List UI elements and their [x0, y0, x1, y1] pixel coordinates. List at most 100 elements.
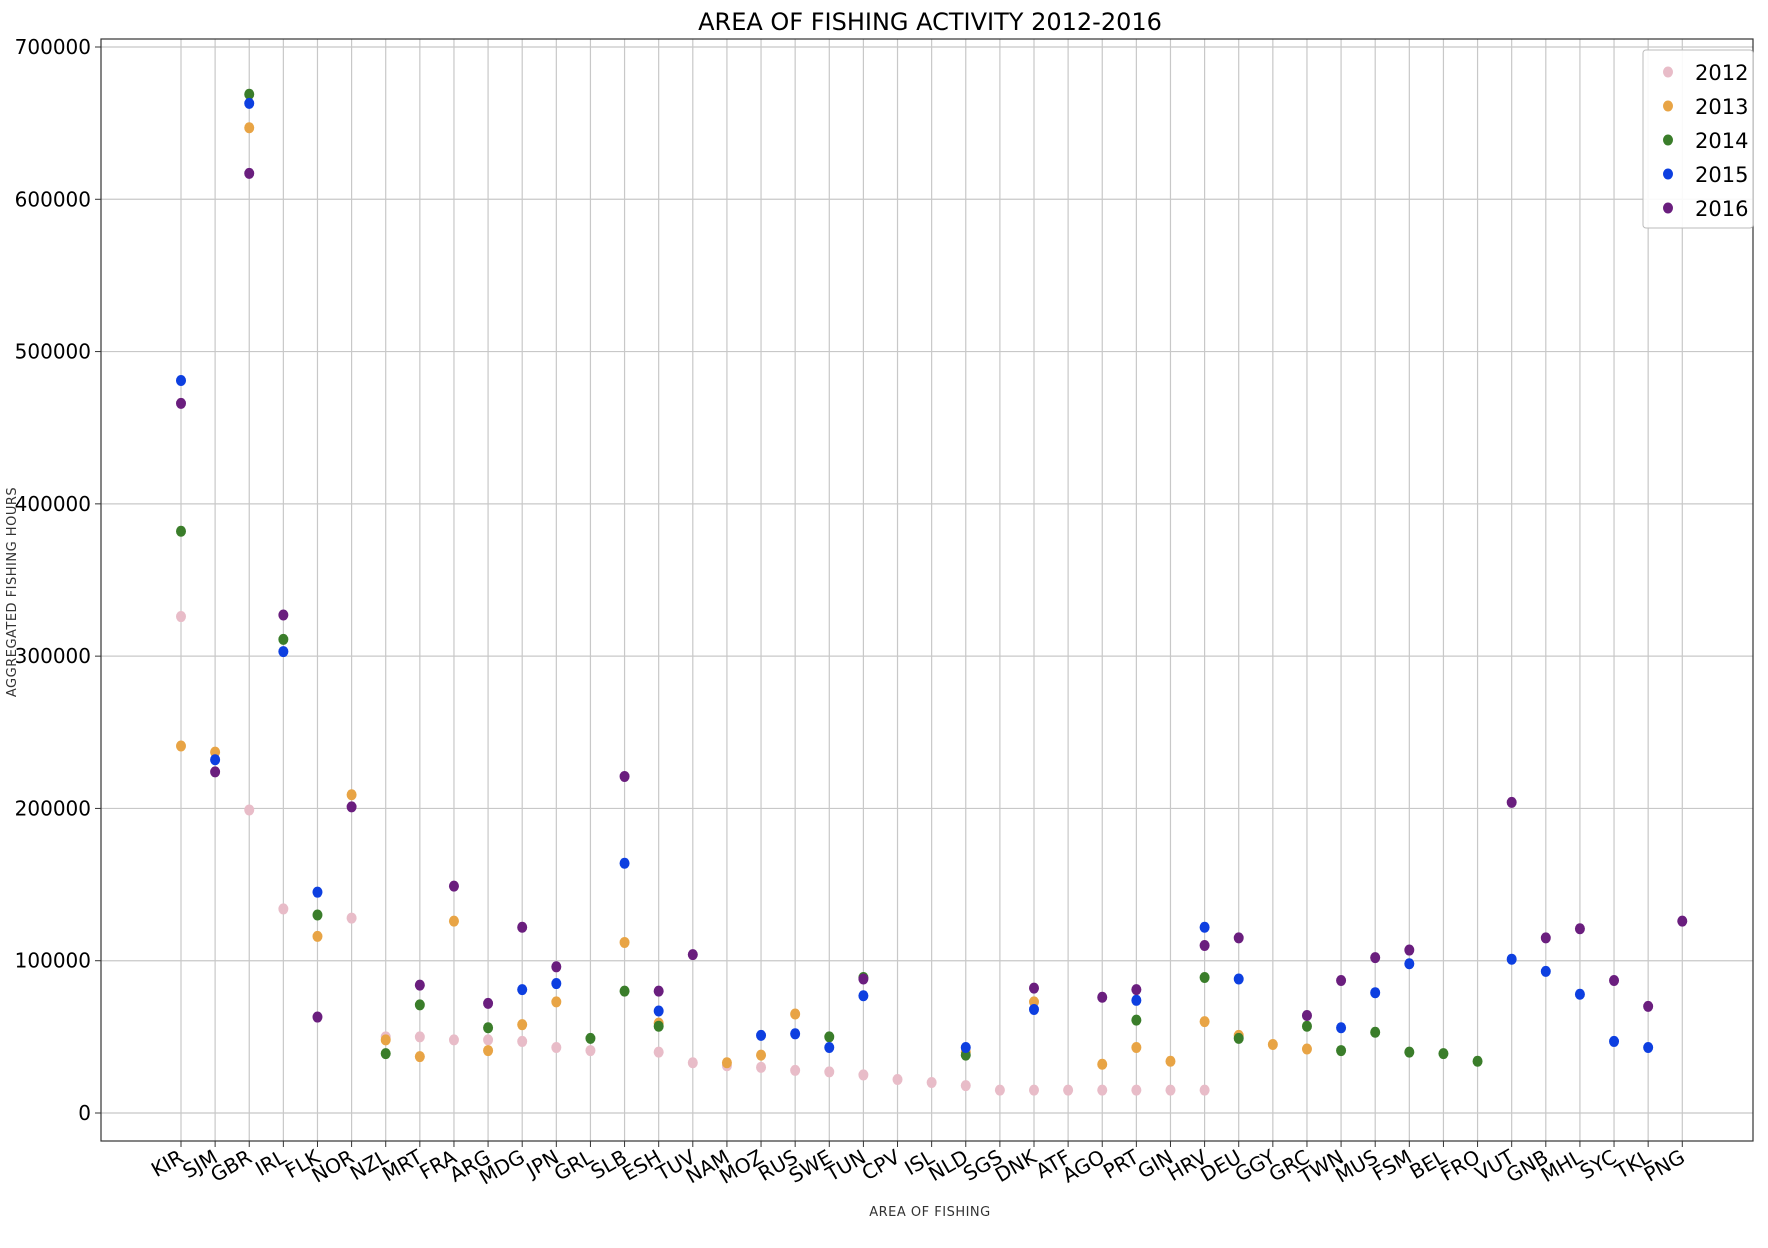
- data-point: [1472, 1055, 1483, 1067]
- data-point: [1233, 1032, 1244, 1044]
- data-point: [687, 949, 698, 961]
- data-point: [1029, 996, 1039, 1008]
- data-point: [756, 1049, 767, 1061]
- data-point: [1540, 932, 1551, 944]
- data-point: [619, 936, 630, 948]
- data-point: [1506, 953, 1517, 965]
- data-point: [994, 1084, 1005, 1096]
- data-point: [653, 1020, 664, 1032]
- data-point: [1063, 1084, 1074, 1096]
- data-point: [1574, 923, 1585, 935]
- data-point: [1029, 1003, 1039, 1015]
- data-point: [312, 930, 323, 942]
- legend-marker: [1663, 134, 1673, 146]
- data-point: [517, 1019, 528, 1031]
- data-point: [1643, 1042, 1654, 1054]
- data-points: [176, 88, 1688, 1096]
- data-point: [278, 646, 289, 658]
- data-point: [1336, 1022, 1347, 1034]
- legend-label: 2016: [1695, 197, 1748, 221]
- data-point: [346, 912, 357, 924]
- y-axis-ticks: 0 100000 200000 300000 400000 500000 600000 700…: [15, 35, 101, 1125]
- data-point: [1233, 973, 1244, 985]
- data-point: [210, 746, 221, 758]
- data-point: [346, 789, 357, 801]
- data-point: [1540, 965, 1551, 977]
- data-point: [1029, 982, 1039, 994]
- data-point: [960, 1049, 971, 1061]
- x-tick-label: CPV: [858, 1144, 905, 1185]
- data-point: [244, 122, 255, 134]
- legend: 2012 2013 2014 2015 2016: [1642, 49, 1754, 229]
- data-point: [687, 1057, 698, 1069]
- data-point: [1438, 1048, 1449, 1060]
- data-point: [1131, 1042, 1142, 1054]
- data-point: [483, 1045, 494, 1057]
- data-point: [244, 88, 255, 100]
- data-point: [176, 611, 186, 623]
- data-point: [1199, 1084, 1210, 1096]
- data-point: [585, 1032, 596, 1044]
- data-point: [1609, 1035, 1620, 1047]
- y-tick-label: 0: [78, 1101, 91, 1125]
- data-point: [858, 1069, 869, 1081]
- y-tick-label: 700000: [15, 35, 91, 59]
- data-point: [414, 1051, 425, 1063]
- data-point: [551, 1042, 562, 1054]
- data-point: [1165, 1084, 1176, 1096]
- x-axis-ticks: KIRSJMGBRIRLFLKNORNZLMRTFRAARGMDGJPNGRLS…: [147, 1141, 1689, 1189]
- series-2015: [176, 97, 1654, 1054]
- legend-marker: [1663, 168, 1673, 180]
- x-tick-label: PNG: [1640, 1145, 1689, 1187]
- data-point: [176, 375, 186, 387]
- plot-frame: [100, 38, 1754, 1142]
- data-point: [1131, 1084, 1142, 1096]
- y-tick-label: 100000: [15, 949, 91, 973]
- data-point: [756, 1029, 767, 1041]
- data-point: [1029, 1084, 1039, 1096]
- data-point: [176, 740, 186, 752]
- data-point: [551, 996, 562, 1008]
- data-point: [926, 1077, 937, 1089]
- data-point: [824, 1042, 835, 1054]
- data-point: [1199, 939, 1210, 951]
- legend-label: 2013: [1695, 95, 1748, 119]
- data-point: [380, 1048, 391, 1060]
- data-point: [1097, 991, 1108, 1003]
- data-point: [1301, 1043, 1312, 1055]
- data-point: [1336, 1045, 1347, 1057]
- chart-title: AREA OF FISHING ACTIVITY 2012-2016: [698, 8, 1162, 36]
- data-point: [278, 903, 289, 915]
- data-point: [1097, 1084, 1108, 1096]
- data-point: [790, 1028, 801, 1040]
- y-tick-label: 200000: [15, 796, 91, 820]
- data-point: [312, 886, 323, 898]
- data-point: [1301, 1020, 1312, 1032]
- data-point: [551, 961, 562, 973]
- data-point: [1370, 987, 1381, 999]
- data-point: [414, 1031, 425, 1043]
- data-point: [1131, 984, 1142, 996]
- data-point: [1233, 932, 1244, 944]
- y-tick-label: 400000: [15, 492, 91, 516]
- data-point: [1199, 921, 1210, 933]
- data-point: [824, 1031, 835, 1043]
- y-tick-label: 600000: [15, 187, 91, 211]
- data-point: [619, 985, 630, 997]
- data-point: [721, 1057, 732, 1069]
- data-point: [653, 985, 664, 997]
- data-point: [653, 1005, 664, 1017]
- data-point: [244, 804, 255, 816]
- data-point: [312, 1011, 323, 1023]
- data-point: [790, 1008, 801, 1020]
- data-point: [1574, 988, 1585, 1000]
- data-point: [960, 1080, 971, 1092]
- data-point: [551, 978, 562, 990]
- data-point: [1199, 1016, 1210, 1028]
- data-point: [517, 1035, 528, 1047]
- data-point: [483, 997, 494, 1009]
- data-point: [1131, 1014, 1142, 1026]
- series-2016: [176, 167, 1688, 1023]
- y-tick-label: 500000: [15, 340, 91, 364]
